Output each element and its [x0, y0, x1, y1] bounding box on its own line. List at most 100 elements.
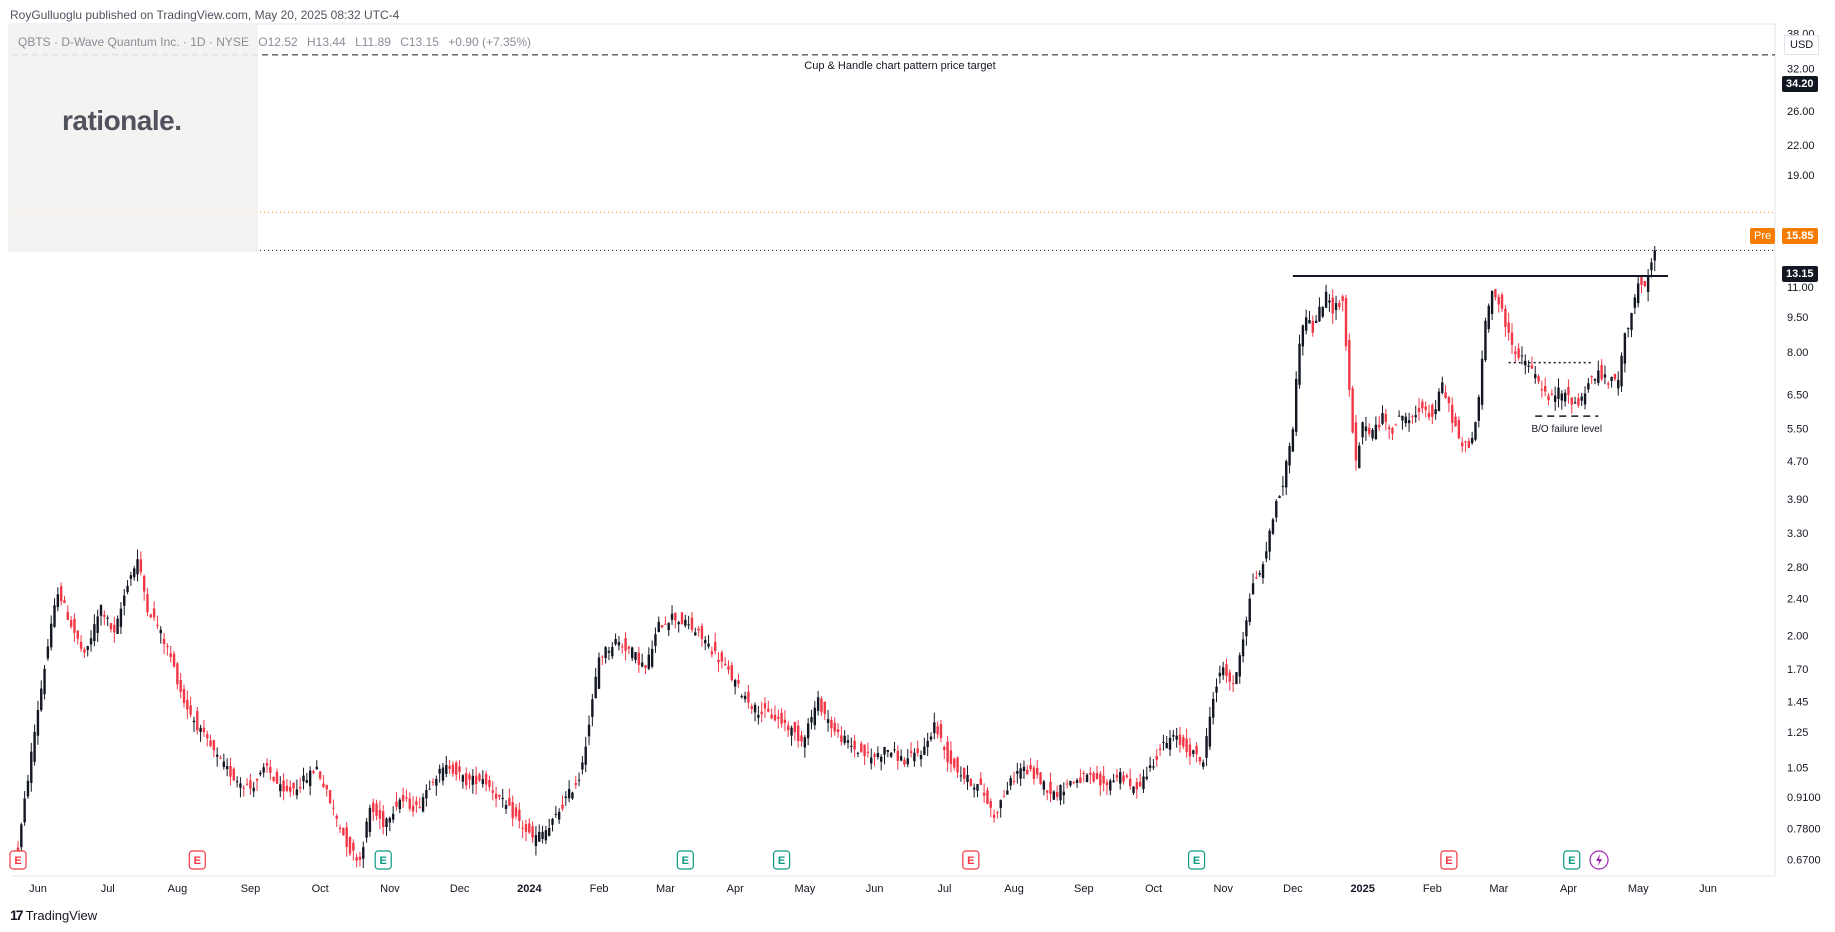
- tradingview-logo[interactable]: 17 TradingView: [10, 907, 97, 923]
- candle-body: [1092, 773, 1095, 782]
- candle-body: [860, 743, 863, 753]
- candle-body: [906, 758, 909, 765]
- candle-body: [1195, 745, 1198, 755]
- candle-body: [790, 727, 793, 736]
- publish-info: RoyGulluoglu published on TradingView.co…: [10, 8, 400, 22]
- candle-body: [242, 787, 245, 789]
- candle-body: [1308, 319, 1311, 324]
- candle-body: [1627, 328, 1630, 330]
- candle-body: [438, 768, 441, 774]
- candle-body: [322, 783, 325, 788]
- x-tick-label: Feb: [1423, 883, 1442, 895]
- candle-body: [714, 641, 717, 652]
- earnings-letter: E: [1193, 855, 1200, 867]
- candle-body: [996, 812, 999, 814]
- y-tick-label: 1.25: [1787, 727, 1808, 739]
- candle-body: [1192, 750, 1195, 754]
- candle-body: [1540, 389, 1544, 391]
- candle-body: [541, 831, 544, 839]
- candle-body: [255, 778, 259, 781]
- y-tick-label: 3.90: [1787, 494, 1808, 506]
- currency-button[interactable]: USD: [1784, 35, 1820, 55]
- candle-body: [1082, 772, 1085, 774]
- x-tick-label: Oct: [312, 883, 329, 895]
- candle-body: [1620, 355, 1623, 387]
- candle-body: [1593, 379, 1597, 381]
- candle-body: [1434, 409, 1437, 415]
- x-tick-label: Nov: [1213, 883, 1233, 895]
- x-tick-label: Nov: [380, 883, 400, 895]
- y-tick-label: 19.00: [1787, 170, 1815, 182]
- price-target-label: Cup & Handle chart pattern price target: [804, 60, 995, 72]
- candle-body: [959, 775, 963, 777]
- candle-body: [534, 835, 538, 846]
- candle-body: [989, 801, 992, 808]
- candle-body: [806, 723, 810, 739]
- candle-body: [318, 771, 322, 779]
- lightning-icon: [1596, 854, 1603, 866]
- candle-body: [524, 824, 528, 832]
- y-tick-label: 9.50: [1787, 312, 1808, 324]
- candle-body: [332, 807, 335, 809]
- candle-body: [441, 767, 445, 781]
- candle-body: [1404, 416, 1407, 424]
- candle-body: [1414, 415, 1417, 418]
- candle-body: [1514, 351, 1517, 355]
- y-tick-label: 1.45: [1787, 696, 1808, 708]
- candle-body: [953, 758, 956, 768]
- candle-body: [777, 716, 780, 719]
- candle-body: [1318, 306, 1321, 322]
- candle-body: [461, 775, 465, 782]
- candle-body: [1600, 365, 1603, 380]
- candle-body: [1162, 741, 1165, 743]
- candle-body: [1298, 343, 1301, 385]
- candle-body: [1613, 373, 1617, 380]
- candle-body: [455, 762, 458, 775]
- candle-body: [826, 719, 830, 723]
- candle-body: [823, 701, 826, 714]
- candle-body: [1231, 683, 1235, 685]
- candle-body: [833, 722, 836, 732]
- candle-body: [880, 756, 883, 762]
- candle-body: [1444, 392, 1447, 399]
- candle-body: [1006, 790, 1009, 795]
- candle-body: [265, 763, 269, 766]
- candle-body: [1295, 378, 1298, 432]
- candle-body: [1158, 748, 1162, 750]
- candle-body: [232, 768, 235, 781]
- candle-body: [979, 778, 982, 785]
- candle-body: [358, 856, 362, 860]
- candle-body: [883, 747, 886, 755]
- earnings-letter: E: [14, 855, 21, 867]
- y-tick-label: 3.30: [1787, 528, 1808, 540]
- candle-body: [1411, 416, 1414, 418]
- candle-body: [365, 821, 368, 838]
- candle-body: [567, 788, 571, 799]
- candle-body: [1288, 445, 1291, 466]
- candle-body: [1238, 655, 1241, 677]
- candle-body: [949, 750, 953, 765]
- candle-body: [166, 646, 169, 648]
- candle-body: [1225, 664, 1228, 677]
- candle-body: [1029, 764, 1032, 770]
- candle-body: [763, 703, 767, 709]
- candle-body: [152, 608, 156, 618]
- candle-body: [488, 780, 491, 787]
- candle-body: [481, 779, 484, 784]
- candle-body: [219, 757, 222, 759]
- candle-body: [850, 745, 853, 747]
- candle-body: [1032, 767, 1036, 779]
- symbol-name[interactable]: QBTS · D-Wave Quantum Inc. · 1D · NYSE: [18, 35, 249, 49]
- earnings-letter: E: [1568, 855, 1575, 867]
- candle-body: [571, 792, 574, 799]
- candle-body: [1221, 667, 1225, 676]
- candle-body: [106, 617, 109, 619]
- candle-body: [730, 665, 733, 681]
- candle-body: [1480, 358, 1484, 405]
- candle-body: [1361, 422, 1364, 438]
- candle-body: [830, 719, 833, 729]
- candle-body: [162, 638, 166, 645]
- candle-body: [1636, 283, 1640, 304]
